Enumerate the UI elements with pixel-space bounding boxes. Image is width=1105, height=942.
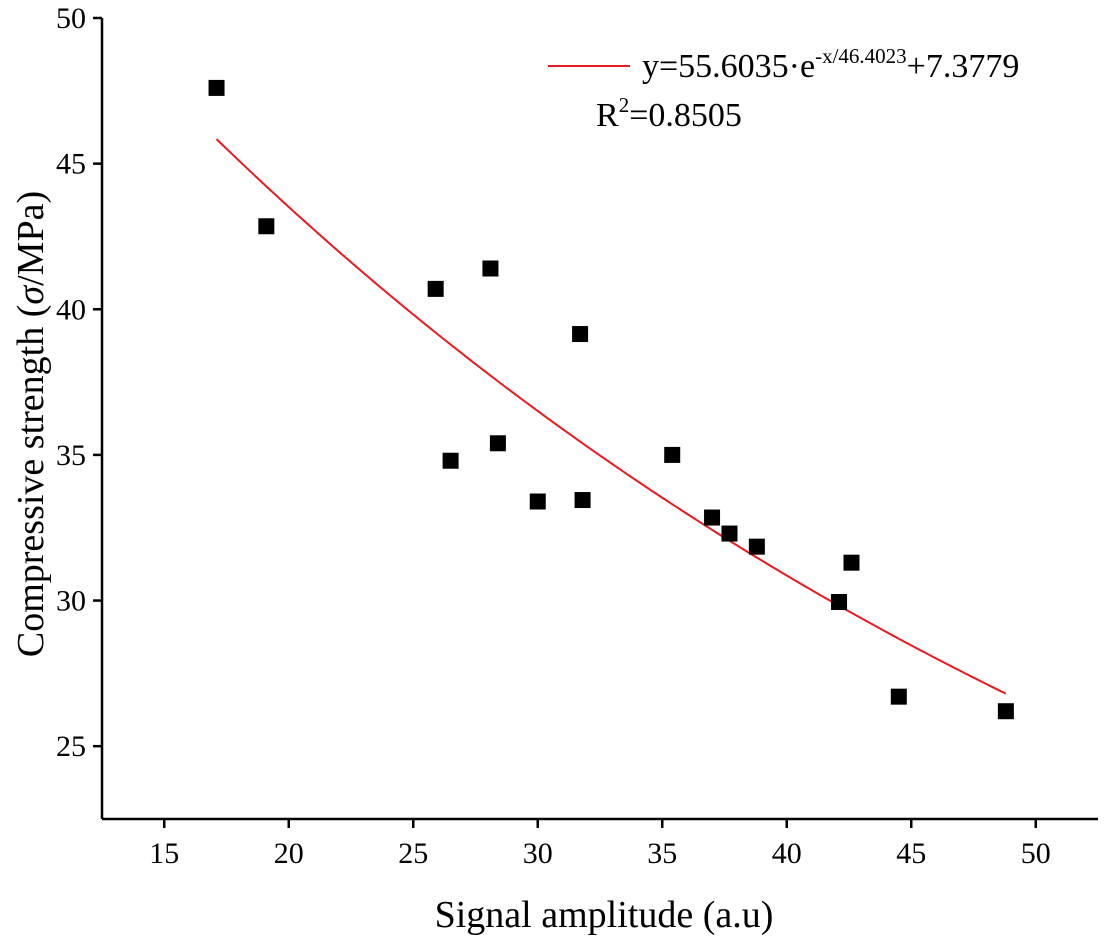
legend-equation: y=55.6035·e-x/46.4023+7.3779	[642, 44, 1019, 85]
legend-r2-tail: =0.8505	[629, 97, 742, 134]
data-point	[748, 538, 765, 555]
data-point	[997, 703, 1014, 720]
x-tick-label: 50	[1021, 837, 1051, 870]
y-tick-label: 40	[56, 293, 86, 326]
legend-equation-tail: +7.3779	[907, 48, 1020, 85]
fit-curve	[215, 138, 1007, 695]
data-point	[831, 594, 848, 611]
data-point	[843, 554, 860, 571]
legend-r-squared: R2=0.8505	[596, 93, 742, 134]
x-tick-label: 45	[896, 837, 926, 870]
x-tick-label: 20	[274, 837, 304, 870]
x-tick-label: 35	[647, 837, 677, 870]
y-axis-title-symbol: σ	[10, 285, 52, 305]
data-point	[704, 509, 721, 526]
data-point	[721, 525, 738, 542]
x-axis-title: Signal amplitude (a.u)	[435, 894, 774, 936]
x-tick-label: 15	[149, 837, 179, 870]
data-point	[258, 218, 275, 235]
y-axis-title-prefix: Compressive strength (	[10, 305, 52, 658]
data-point	[529, 493, 546, 510]
y-tick-label: 45	[56, 148, 86, 181]
legend-r2-exponent: 2	[619, 93, 630, 117]
data-point	[664, 446, 681, 463]
legend-equation-base: y=55.6035·e	[642, 48, 815, 85]
data-point	[489, 435, 506, 452]
data-point	[442, 452, 459, 469]
x-tick-label: 40	[772, 837, 802, 870]
data-point	[482, 260, 499, 277]
data-points	[208, 79, 1014, 720]
legend-equation-exponent: -x/46.4023	[815, 44, 907, 68]
y-tick-label: 30	[56, 585, 86, 618]
y-axis-title: Compressive strength (σ/MPa)	[10, 191, 52, 657]
legend-r2-base: R	[596, 97, 619, 134]
y-tick-label: 50	[56, 2, 86, 35]
y-tick-label: 25	[56, 730, 86, 763]
data-point	[572, 326, 589, 343]
y-axis-ticks: 25 30 35 40 45 50	[56, 2, 102, 763]
y-tick-label: 35	[56, 439, 86, 472]
x-tick-label: 25	[398, 837, 428, 870]
data-point	[427, 280, 444, 297]
legend: y=55.6035·e-x/46.4023+7.3779 R2=0.8505	[548, 44, 1019, 134]
data-point	[208, 79, 225, 96]
y-axis-title-suffix: /MPa)	[10, 191, 52, 286]
x-tick-label: 30	[523, 837, 553, 870]
x-axis-ticks: 15 20 25 30 35 40 45 50	[149, 819, 1051, 870]
data-point	[574, 492, 591, 509]
data-point	[890, 688, 907, 705]
